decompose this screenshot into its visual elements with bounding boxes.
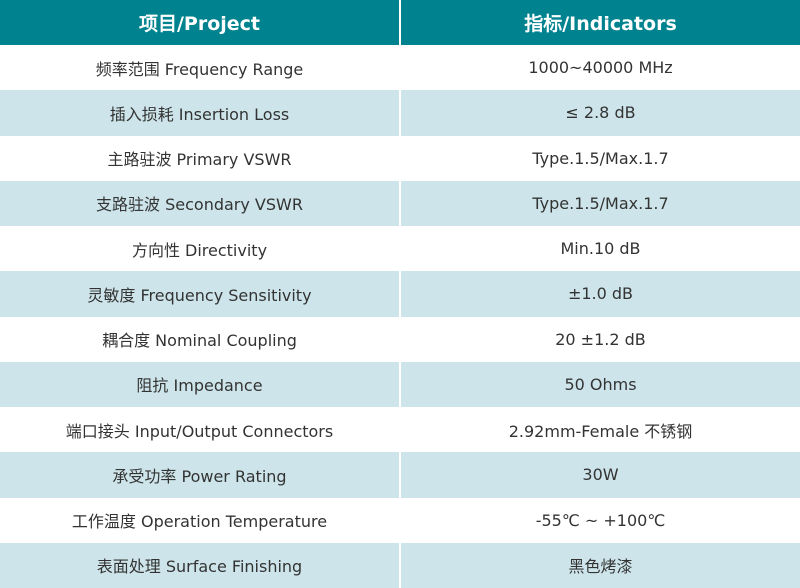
table-row: 表面处理 Surface Finishing 黑色烤漆: [0, 542, 800, 588]
indicator-cell: Type.1.5/Max.1.7: [532, 148, 669, 168]
table-row: 插入损耗 Insertion Loss ≤ 2.8 dB: [0, 90, 800, 136]
project-cell: 耦合度 Nominal Coupling: [0, 316, 401, 362]
project-cell: 端口接头 Input/Output Connectors: [0, 407, 401, 453]
indicator-cell: 20 ±1.2 dB: [555, 329, 646, 349]
project-cell: 频率范围 Frequency Range: [0, 45, 401, 91]
indicator-cell: Min.10 dB: [560, 239, 641, 259]
table-row: 支路驻波 Secondary VSWR Type.1.5/Max.1.7: [0, 180, 800, 226]
project-cell: 表面处理 Surface Finishing: [0, 542, 401, 588]
indicator-cell: 50 Ohms: [564, 374, 637, 394]
table-row: 主路驻波 Primary VSWR Type.1.5/Max.1.7: [0, 135, 800, 181]
table-row: 方向性 Directivity Min.10 dB: [0, 226, 800, 272]
table-row: 灵敏度 Frequency Sensitivity ±1.0 dB: [0, 271, 800, 317]
project-cell: 工作温度 Operation Temperature: [0, 497, 401, 543]
table-row: 频率范围 Frequency Range 1000~40000 MHz: [0, 45, 800, 91]
indicator-cell: 1000~40000 MHz: [528, 58, 673, 78]
indicator-cell: 30W: [582, 465, 619, 485]
table-row: 工作温度 Operation Temperature -55℃ ~ +100℃: [0, 497, 800, 543]
table-row: 承受功率 Power Rating 30W: [0, 452, 800, 498]
indicator-cell: Type.1.5/Max.1.7: [532, 193, 669, 213]
indicator-cell: ±1.0 dB: [567, 284, 634, 304]
project-cell: 灵敏度 Frequency Sensitivity: [0, 271, 401, 317]
table-row: 耦合度 Nominal Coupling 20 ±1.2 dB: [0, 316, 800, 362]
project-cell: 支路驻波 Secondary VSWR: [0, 180, 401, 226]
table-body: 频率范围 Frequency Range 1000~40000 MHz 插入损耗 I…: [0, 45, 800, 588]
indicator-cell: 2.92mm-Female 不锈钢: [508, 421, 693, 441]
table-row: 阻抗 Impedance 50 Ohms: [0, 361, 800, 407]
indicator-cell: 黑色烤漆: [568, 557, 633, 577]
table-header: 项目/Project 指标/Indicators: [0, 0, 800, 45]
header-project: 项目/Project: [0, 0, 401, 45]
indicator-cell: ≤ 2.8 dB: [565, 103, 636, 123]
project-cell: 插入损耗 Insertion Loss: [0, 90, 401, 136]
project-cell: 承受功率 Power Rating: [0, 452, 401, 498]
header-indicators: 指标/Indicators: [524, 13, 677, 35]
project-cell: 主路驻波 Primary VSWR: [0, 135, 401, 181]
project-cell: 方向性 Directivity: [0, 226, 401, 272]
table-row: 端口接头 Input/Output Connectors 2.92mm-Femal…: [0, 407, 800, 453]
indicator-cell: -55℃ ~ +100℃: [535, 510, 666, 530]
project-cell: 阻抗 Impedance: [0, 361, 401, 407]
